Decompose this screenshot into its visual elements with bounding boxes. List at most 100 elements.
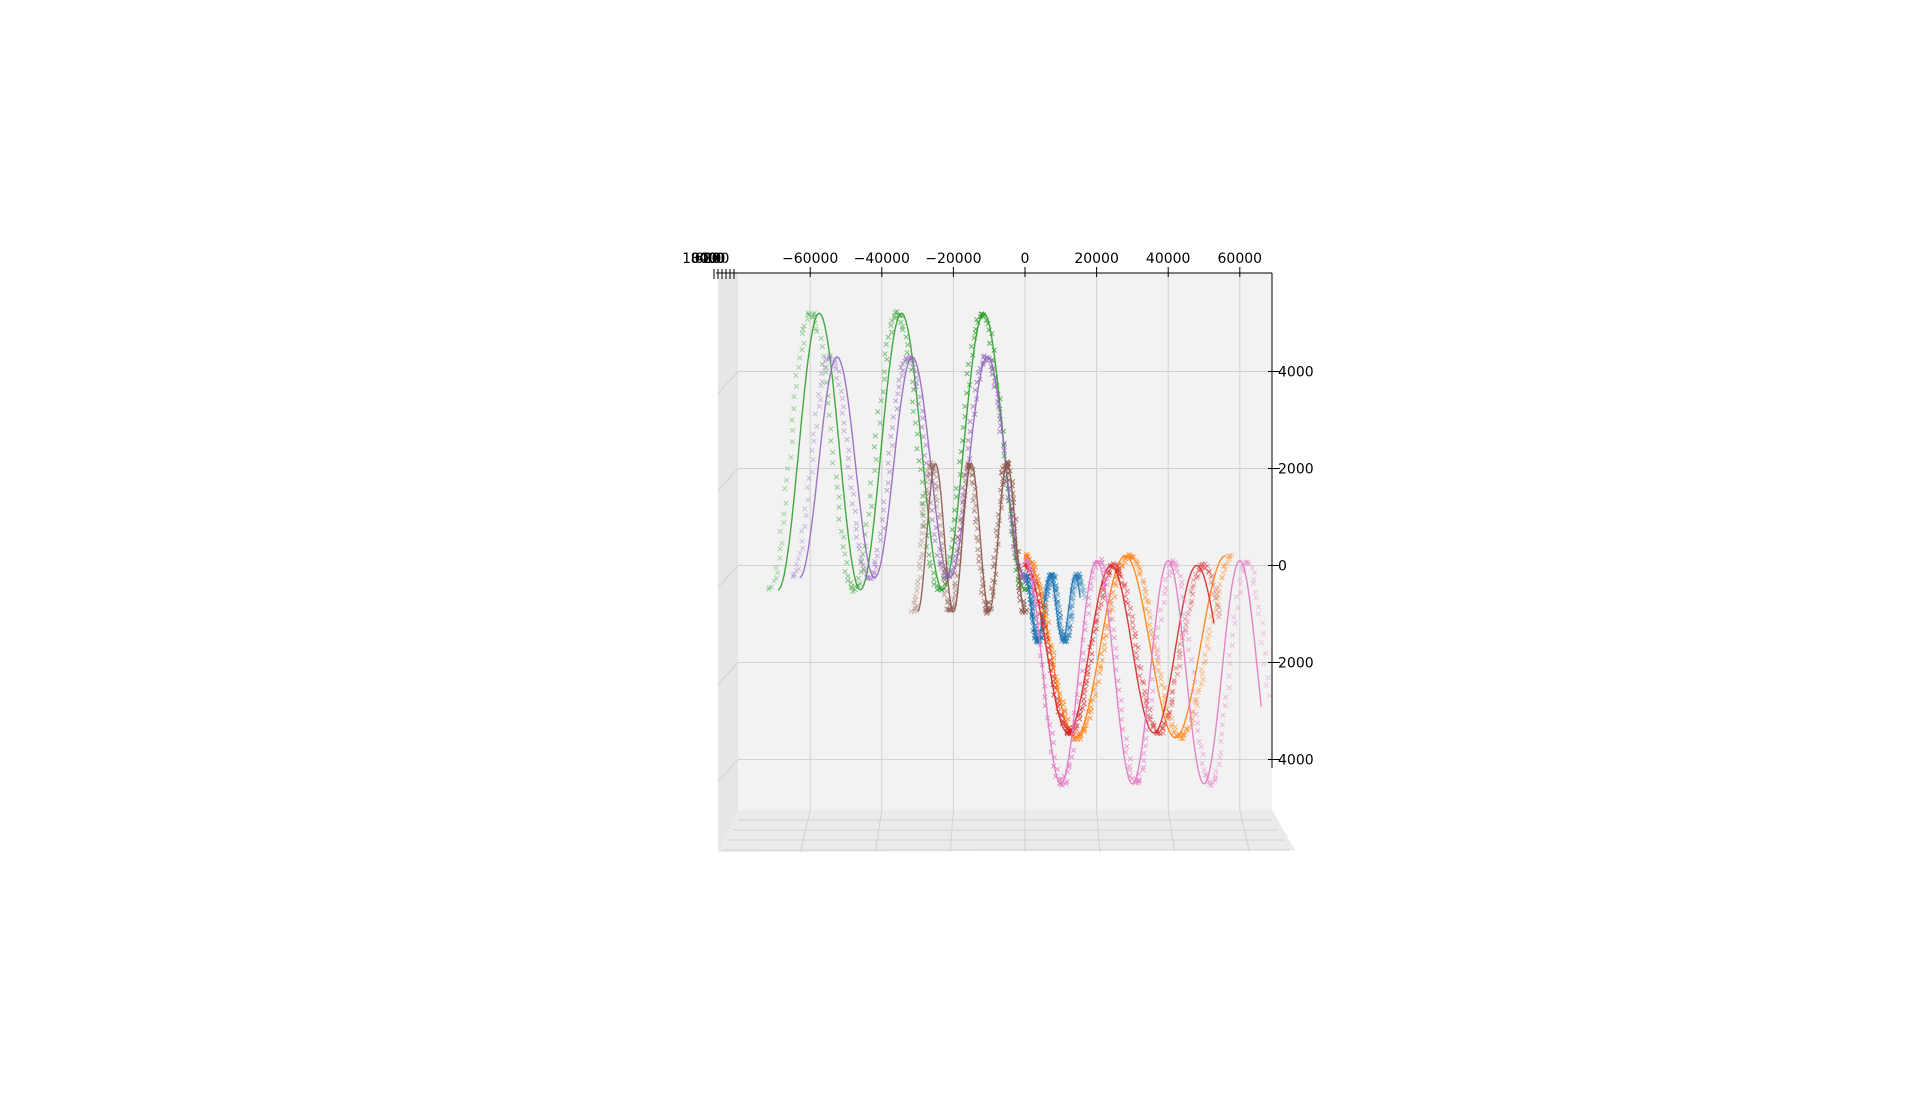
series-marker — [960, 507, 966, 513]
series-marker — [924, 472, 930, 478]
series-line — [1024, 559, 1262, 785]
x-tick-label: 0 — [1021, 251, 1030, 267]
series-marker — [1043, 625, 1049, 631]
series-marker — [988, 363, 994, 370]
series-marker — [975, 546, 981, 553]
series-marker — [931, 531, 937, 538]
series-marker — [1166, 709, 1172, 715]
series-marker — [811, 310, 817, 316]
series-marker — [910, 365, 916, 371]
series-marker — [929, 465, 936, 472]
series-marker — [823, 364, 830, 370]
series-marker — [1089, 651, 1095, 657]
series-marker — [1010, 500, 1017, 506]
series-marker — [1206, 569, 1212, 575]
series-marker — [945, 596, 951, 602]
series-marker — [1091, 561, 1098, 567]
depth-tick-label: 1000 — [682, 251, 718, 267]
series-marker — [884, 487, 890, 494]
series-marker — [1219, 731, 1225, 737]
series-marker — [938, 533, 945, 539]
series-marker — [1076, 571, 1082, 577]
series-marker — [858, 559, 864, 566]
series-marker — [1222, 561, 1228, 567]
series-marker — [944, 606, 950, 612]
series-marker — [889, 317, 895, 324]
series-marker — [896, 312, 902, 318]
series-marker — [914, 588, 920, 594]
series-marker — [822, 365, 828, 371]
series-marker — [1170, 688, 1176, 694]
series-marker — [998, 505, 1004, 511]
series-marker — [1193, 575, 1200, 581]
series-marker — [1098, 601, 1104, 607]
series-marker — [1043, 639, 1049, 645]
series-marker — [1031, 615, 1037, 621]
series-marker — [1210, 779, 1216, 786]
series-marker — [911, 387, 917, 393]
series-marker — [1198, 681, 1205, 687]
side-gridline — [717, 371, 739, 394]
series-marker — [1141, 680, 1147, 686]
series-marker — [903, 354, 909, 361]
series-marker — [1230, 632, 1236, 638]
series-6 — [908, 459, 1030, 617]
series-marker — [1050, 673, 1056, 680]
series-marker — [960, 497, 967, 503]
series-marker — [1088, 704, 1094, 710]
series-marker — [828, 426, 834, 432]
left-pane — [718, 273, 738, 852]
series-marker — [881, 525, 887, 531]
series-marker — [847, 474, 854, 481]
series-marker — [1078, 587, 1085, 593]
series-marker — [1158, 617, 1165, 623]
series-marker — [1189, 585, 1195, 591]
series-marker — [1185, 618, 1191, 624]
series-marker — [1044, 584, 1051, 591]
series-marker — [896, 377, 902, 383]
series-marker — [924, 467, 930, 473]
series-marker — [936, 546, 943, 552]
series-marker — [1142, 594, 1149, 600]
series-marker — [991, 384, 997, 390]
series-marker — [885, 480, 891, 486]
series-marker — [1000, 465, 1006, 471]
series-marker — [980, 581, 987, 587]
series-marker — [1053, 599, 1060, 605]
series-7 — [1023, 556, 1273, 789]
series-marker — [1048, 661, 1055, 668]
series-marker — [989, 371, 995, 377]
series-marker — [1129, 553, 1135, 560]
series-marker — [860, 551, 866, 557]
series-marker — [952, 583, 958, 589]
series-marker — [818, 382, 824, 389]
series-marker — [1136, 571, 1143, 578]
series-marker — [970, 403, 976, 410]
series-marker — [1208, 782, 1214, 789]
series-marker — [791, 573, 797, 580]
series-marker — [982, 357, 988, 363]
series-marker — [1188, 657, 1195, 663]
series-marker — [951, 596, 957, 602]
series-marker — [1066, 626, 1072, 632]
series-marker — [998, 423, 1004, 429]
series-marker — [1088, 586, 1094, 592]
series-marker — [1146, 599, 1152, 605]
series-marker — [845, 455, 852, 462]
series-marker — [1226, 673, 1232, 679]
series-marker — [931, 471, 937, 477]
series-marker — [848, 584, 855, 590]
series-marker — [874, 553, 880, 559]
series-marker — [835, 382, 842, 388]
series-marker — [908, 356, 914, 362]
series-marker — [919, 501, 925, 507]
series-marker — [1010, 496, 1016, 502]
series-marker — [872, 433, 879, 439]
series-marker — [1141, 750, 1147, 757]
series-marker — [912, 593, 919, 599]
series-marker — [1252, 589, 1258, 596]
series-marker — [1218, 738, 1224, 745]
series-marker — [873, 564, 879, 570]
series-marker — [777, 555, 783, 561]
series-marker — [1072, 576, 1078, 582]
